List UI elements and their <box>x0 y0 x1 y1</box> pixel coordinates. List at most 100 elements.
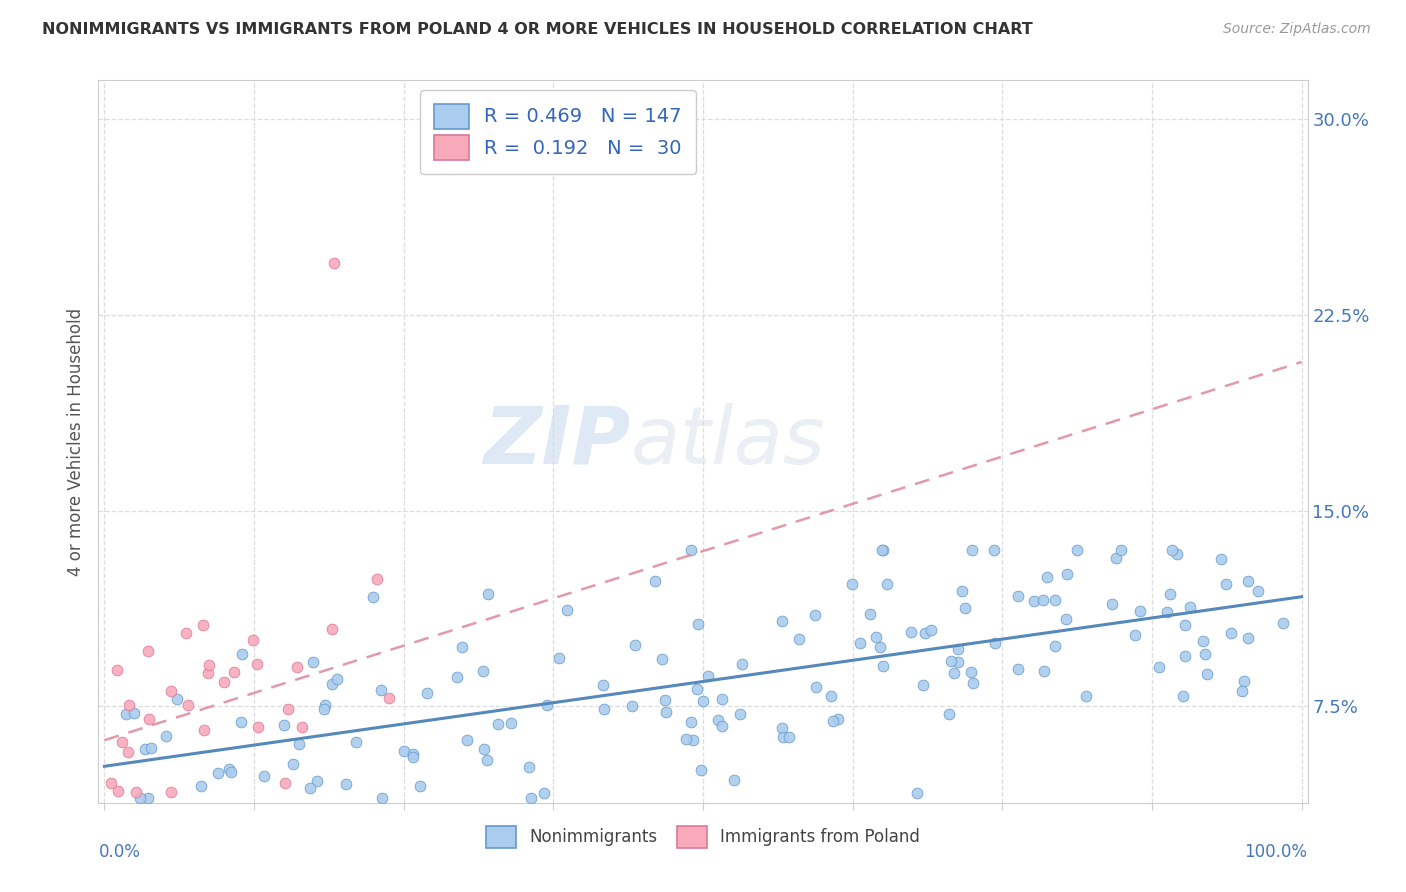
Point <box>166 692 188 706</box>
Point <box>872 542 894 557</box>
Point <box>401 749 423 764</box>
Point <box>983 542 1005 557</box>
Point <box>870 542 893 557</box>
Point <box>943 666 966 681</box>
Point <box>710 691 733 706</box>
Point <box>772 730 794 744</box>
Point <box>115 707 138 722</box>
Point <box>117 745 139 759</box>
Point <box>1031 593 1053 607</box>
Point <box>787 632 810 646</box>
Point <box>197 666 219 681</box>
Point <box>900 625 922 640</box>
Point <box>820 690 842 704</box>
Point <box>409 779 432 793</box>
Point <box>872 659 894 673</box>
Point <box>1174 618 1197 632</box>
Point <box>1232 684 1254 698</box>
Point <box>1056 612 1078 626</box>
Point <box>1123 627 1146 641</box>
Point <box>728 707 751 722</box>
Point <box>905 786 928 800</box>
Point <box>804 681 827 695</box>
Text: 0.0%: 0.0% <box>98 843 141 861</box>
Point <box>456 733 478 747</box>
Point <box>962 542 984 557</box>
Point <box>207 766 229 780</box>
Point <box>876 577 898 591</box>
Point <box>959 665 981 680</box>
Point <box>288 737 311 751</box>
Point <box>675 731 697 746</box>
Point <box>1022 594 1045 608</box>
Point <box>134 741 156 756</box>
Point <box>555 602 578 616</box>
Point <box>1035 570 1057 584</box>
Point <box>920 624 942 638</box>
Point <box>138 712 160 726</box>
Point <box>1045 639 1067 653</box>
Point <box>1219 625 1241 640</box>
Point <box>1074 689 1097 703</box>
Point <box>212 674 235 689</box>
Point <box>520 790 543 805</box>
Point <box>1043 593 1066 607</box>
Point <box>686 617 709 632</box>
Point <box>1166 547 1188 561</box>
Point <box>1101 598 1123 612</box>
Point <box>1215 576 1237 591</box>
Point <box>299 781 322 796</box>
Point <box>1195 666 1218 681</box>
Point <box>912 678 935 692</box>
Point <box>302 655 325 669</box>
Point <box>218 762 240 776</box>
Point <box>624 638 647 652</box>
Point <box>859 607 882 622</box>
Text: ZIP: ZIP <box>484 402 630 481</box>
Point <box>370 683 392 698</box>
Point <box>277 701 299 715</box>
Point <box>1056 567 1078 582</box>
Point <box>1233 673 1256 688</box>
Point <box>274 776 297 790</box>
Point <box>682 733 704 747</box>
Point <box>177 698 200 712</box>
Point <box>159 785 181 799</box>
Point <box>950 583 973 598</box>
Point <box>361 590 384 604</box>
Point <box>772 721 794 735</box>
Point <box>621 699 644 714</box>
Point <box>1033 665 1056 679</box>
Point <box>472 665 495 679</box>
Point <box>692 694 714 708</box>
Point <box>914 626 936 640</box>
Point <box>1111 542 1133 557</box>
Point <box>869 640 891 655</box>
Point <box>499 716 522 731</box>
Point <box>946 642 969 657</box>
Point <box>477 587 499 601</box>
Point <box>246 657 269 671</box>
Point <box>1178 600 1201 615</box>
Point <box>125 785 148 799</box>
Point <box>224 665 246 680</box>
Point <box>100 775 122 789</box>
Point <box>291 719 314 733</box>
Point <box>366 572 388 586</box>
Point <box>305 773 328 788</box>
Point <box>1174 649 1197 664</box>
Point <box>193 723 215 737</box>
Point <box>592 678 614 692</box>
Point <box>1007 662 1029 676</box>
Text: atlas: atlas <box>630 402 825 481</box>
Text: 100.0%: 100.0% <box>1244 843 1308 861</box>
Point <box>1209 552 1232 566</box>
Point <box>707 713 730 727</box>
Point <box>371 790 394 805</box>
Point <box>321 677 343 691</box>
Point <box>242 633 264 648</box>
Point <box>592 702 614 716</box>
Point <box>731 657 754 671</box>
Point <box>325 672 347 686</box>
Point <box>679 542 702 557</box>
